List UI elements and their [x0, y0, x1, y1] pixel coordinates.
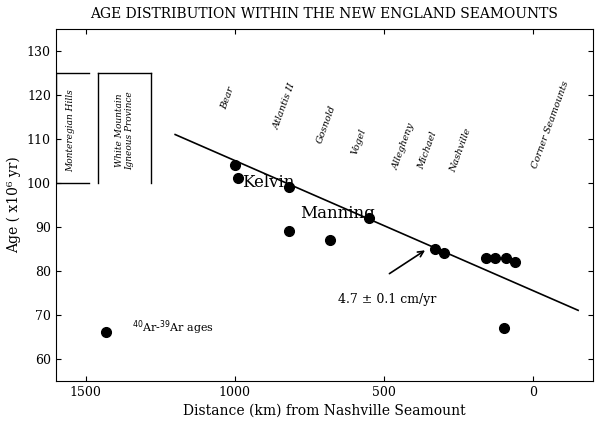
- Text: Nashville: Nashville: [448, 128, 473, 174]
- Y-axis label: Age ( x10⁶ yr): Age ( x10⁶ yr): [7, 156, 22, 253]
- Text: Gosnold: Gosnold: [315, 104, 337, 144]
- Text: Bear: Bear: [220, 85, 236, 111]
- Text: Corner Seamounts: Corner Seamounts: [530, 79, 570, 169]
- Text: Michael: Michael: [416, 130, 439, 171]
- Text: Vogel: Vogel: [350, 128, 368, 156]
- Text: Monteregian Hills: Monteregian Hills: [66, 89, 75, 172]
- X-axis label: Distance (km) from Nashville Seamount: Distance (km) from Nashville Seamount: [183, 404, 466, 418]
- Text: Allegheny: Allegheny: [391, 122, 416, 171]
- Text: 4.7 ± 0.1 cm/yr: 4.7 ± 0.1 cm/yr: [338, 293, 436, 306]
- Text: $^{40}$Ar-$^{39}$Ar ages: $^{40}$Ar-$^{39}$Ar ages: [132, 319, 214, 337]
- Text: Manning: Manning: [301, 205, 375, 222]
- Text: White Mountain
Igneous Province: White Mountain Igneous Province: [115, 91, 134, 170]
- Text: Atlantis II: Atlantis II: [272, 82, 297, 131]
- Text: Kelvin: Kelvin: [242, 174, 295, 191]
- Title: AGE DISTRIBUTION WITHIN THE NEW ENGLAND SEAMOUNTS: AGE DISTRIBUTION WITHIN THE NEW ENGLAND …: [91, 7, 559, 21]
